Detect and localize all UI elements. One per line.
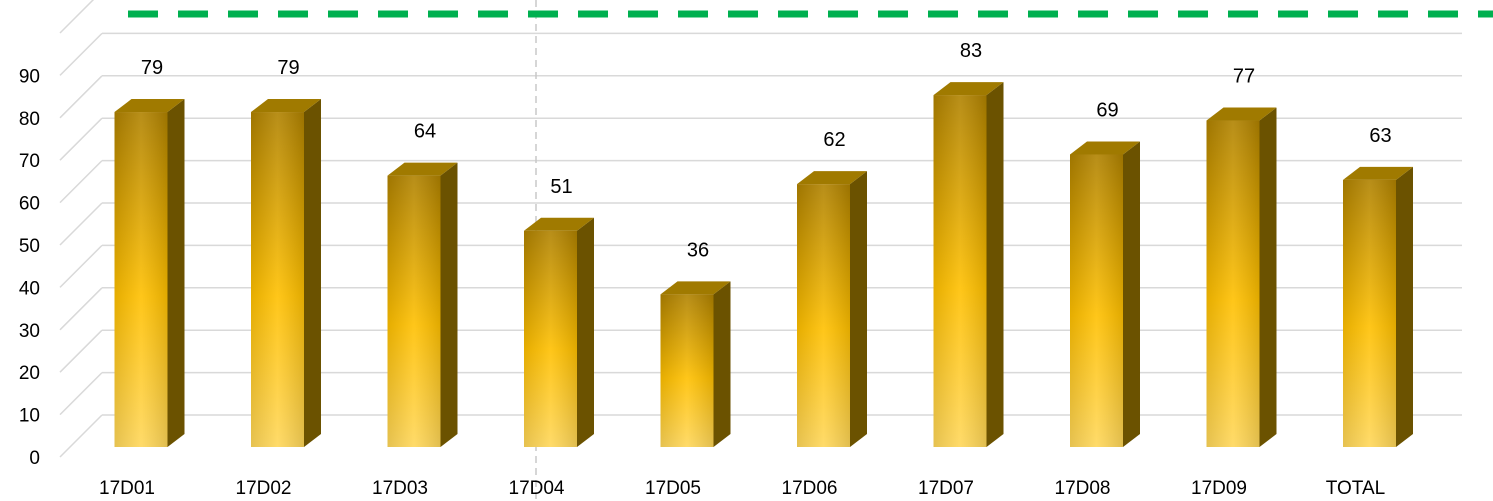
bar-top xyxy=(933,82,1004,96)
y-tick-label: 0 xyxy=(29,448,40,469)
data-label: 36 xyxy=(687,239,709,261)
gridline xyxy=(59,0,95,34)
bar-side xyxy=(986,82,1004,447)
category-label: 17D01 xyxy=(99,478,155,499)
category-label: 17D08 xyxy=(1055,478,1111,499)
data-label: 51 xyxy=(550,176,572,198)
category-label: 17D06 xyxy=(782,478,838,499)
bar-side xyxy=(1123,141,1140,447)
bar-front-shade xyxy=(797,184,850,447)
bar xyxy=(933,82,1004,447)
bar-front-shade xyxy=(114,112,168,447)
gridline xyxy=(59,75,1462,119)
bar xyxy=(1343,166,1413,447)
y-tick-label: 20 xyxy=(19,363,40,384)
category-label: TOTAL xyxy=(1326,478,1385,499)
bar-top xyxy=(1070,141,1140,155)
bar xyxy=(1070,141,1140,447)
bar-front-shade xyxy=(524,230,577,447)
bar-top xyxy=(114,99,185,113)
data-label: 77 xyxy=(1233,66,1255,88)
bar-top xyxy=(660,281,731,295)
bar-top xyxy=(387,162,458,176)
category-label: 17D03 xyxy=(372,478,428,499)
y-tick-label: 10 xyxy=(19,406,40,427)
bar-top xyxy=(1343,166,1413,180)
bar xyxy=(387,162,458,447)
bar xyxy=(524,217,594,447)
bar-side xyxy=(304,99,321,447)
data-labels: 79 79 64 51 36 62 83 69 77 63 xyxy=(141,40,1392,261)
y-tick-label: 30 xyxy=(19,321,40,342)
y-tick-label: 70 xyxy=(19,151,40,172)
gridline xyxy=(59,32,1462,76)
data-label: 79 xyxy=(141,57,163,79)
bar-top xyxy=(524,217,594,231)
y-tick-label: 40 xyxy=(19,278,40,299)
bar xyxy=(114,99,185,447)
bar-side xyxy=(167,99,185,447)
reference-line xyxy=(128,0,1493,501)
y-tick-label: 90 xyxy=(19,66,40,87)
bar-top xyxy=(1206,107,1277,121)
x-axis-category-labels: 17D01 17D02 17D03 17D04 17D05 17D06 17D07 17D08… xyxy=(99,478,1385,499)
bar xyxy=(797,171,867,447)
y-tick-label: 60 xyxy=(19,194,40,215)
bar xyxy=(660,281,731,447)
bar xyxy=(1206,107,1277,448)
y-axis-tick-labels: 0 10 20 30 40 50 60 70 80 90 xyxy=(19,66,40,469)
bar-side xyxy=(577,217,594,447)
bar-front-shade xyxy=(660,294,714,447)
bar-front-shade xyxy=(1343,179,1396,447)
bar-front-shade xyxy=(387,175,441,447)
data-label: 63 xyxy=(1369,125,1391,147)
y-tick-label: 80 xyxy=(19,109,40,130)
category-label: 17D07 xyxy=(918,478,974,499)
bar-side xyxy=(850,171,867,447)
bar-top xyxy=(797,171,867,185)
bar-front-shade xyxy=(251,112,304,447)
data-label: 83 xyxy=(960,40,982,62)
bar-side xyxy=(1396,166,1413,447)
bar-side xyxy=(440,162,458,447)
bars xyxy=(114,82,1413,448)
bar-front-shade xyxy=(1206,120,1260,448)
data-label: 62 xyxy=(823,129,845,151)
bar-side xyxy=(713,281,731,447)
data-label: 69 xyxy=(1096,99,1118,121)
bar xyxy=(251,99,321,447)
category-label: 17D05 xyxy=(645,478,701,499)
bar-side xyxy=(1259,107,1277,448)
category-label: 17D02 xyxy=(236,478,292,499)
bar-front-shade xyxy=(1070,154,1123,447)
data-label: 64 xyxy=(414,121,436,143)
data-label: 79 xyxy=(277,57,299,79)
y-tick-label: 50 xyxy=(19,236,40,257)
category-label: 17D09 xyxy=(1191,478,1247,499)
category-label: 17D04 xyxy=(509,478,565,499)
bar-front-shade xyxy=(933,95,987,447)
bar-top xyxy=(251,99,321,113)
